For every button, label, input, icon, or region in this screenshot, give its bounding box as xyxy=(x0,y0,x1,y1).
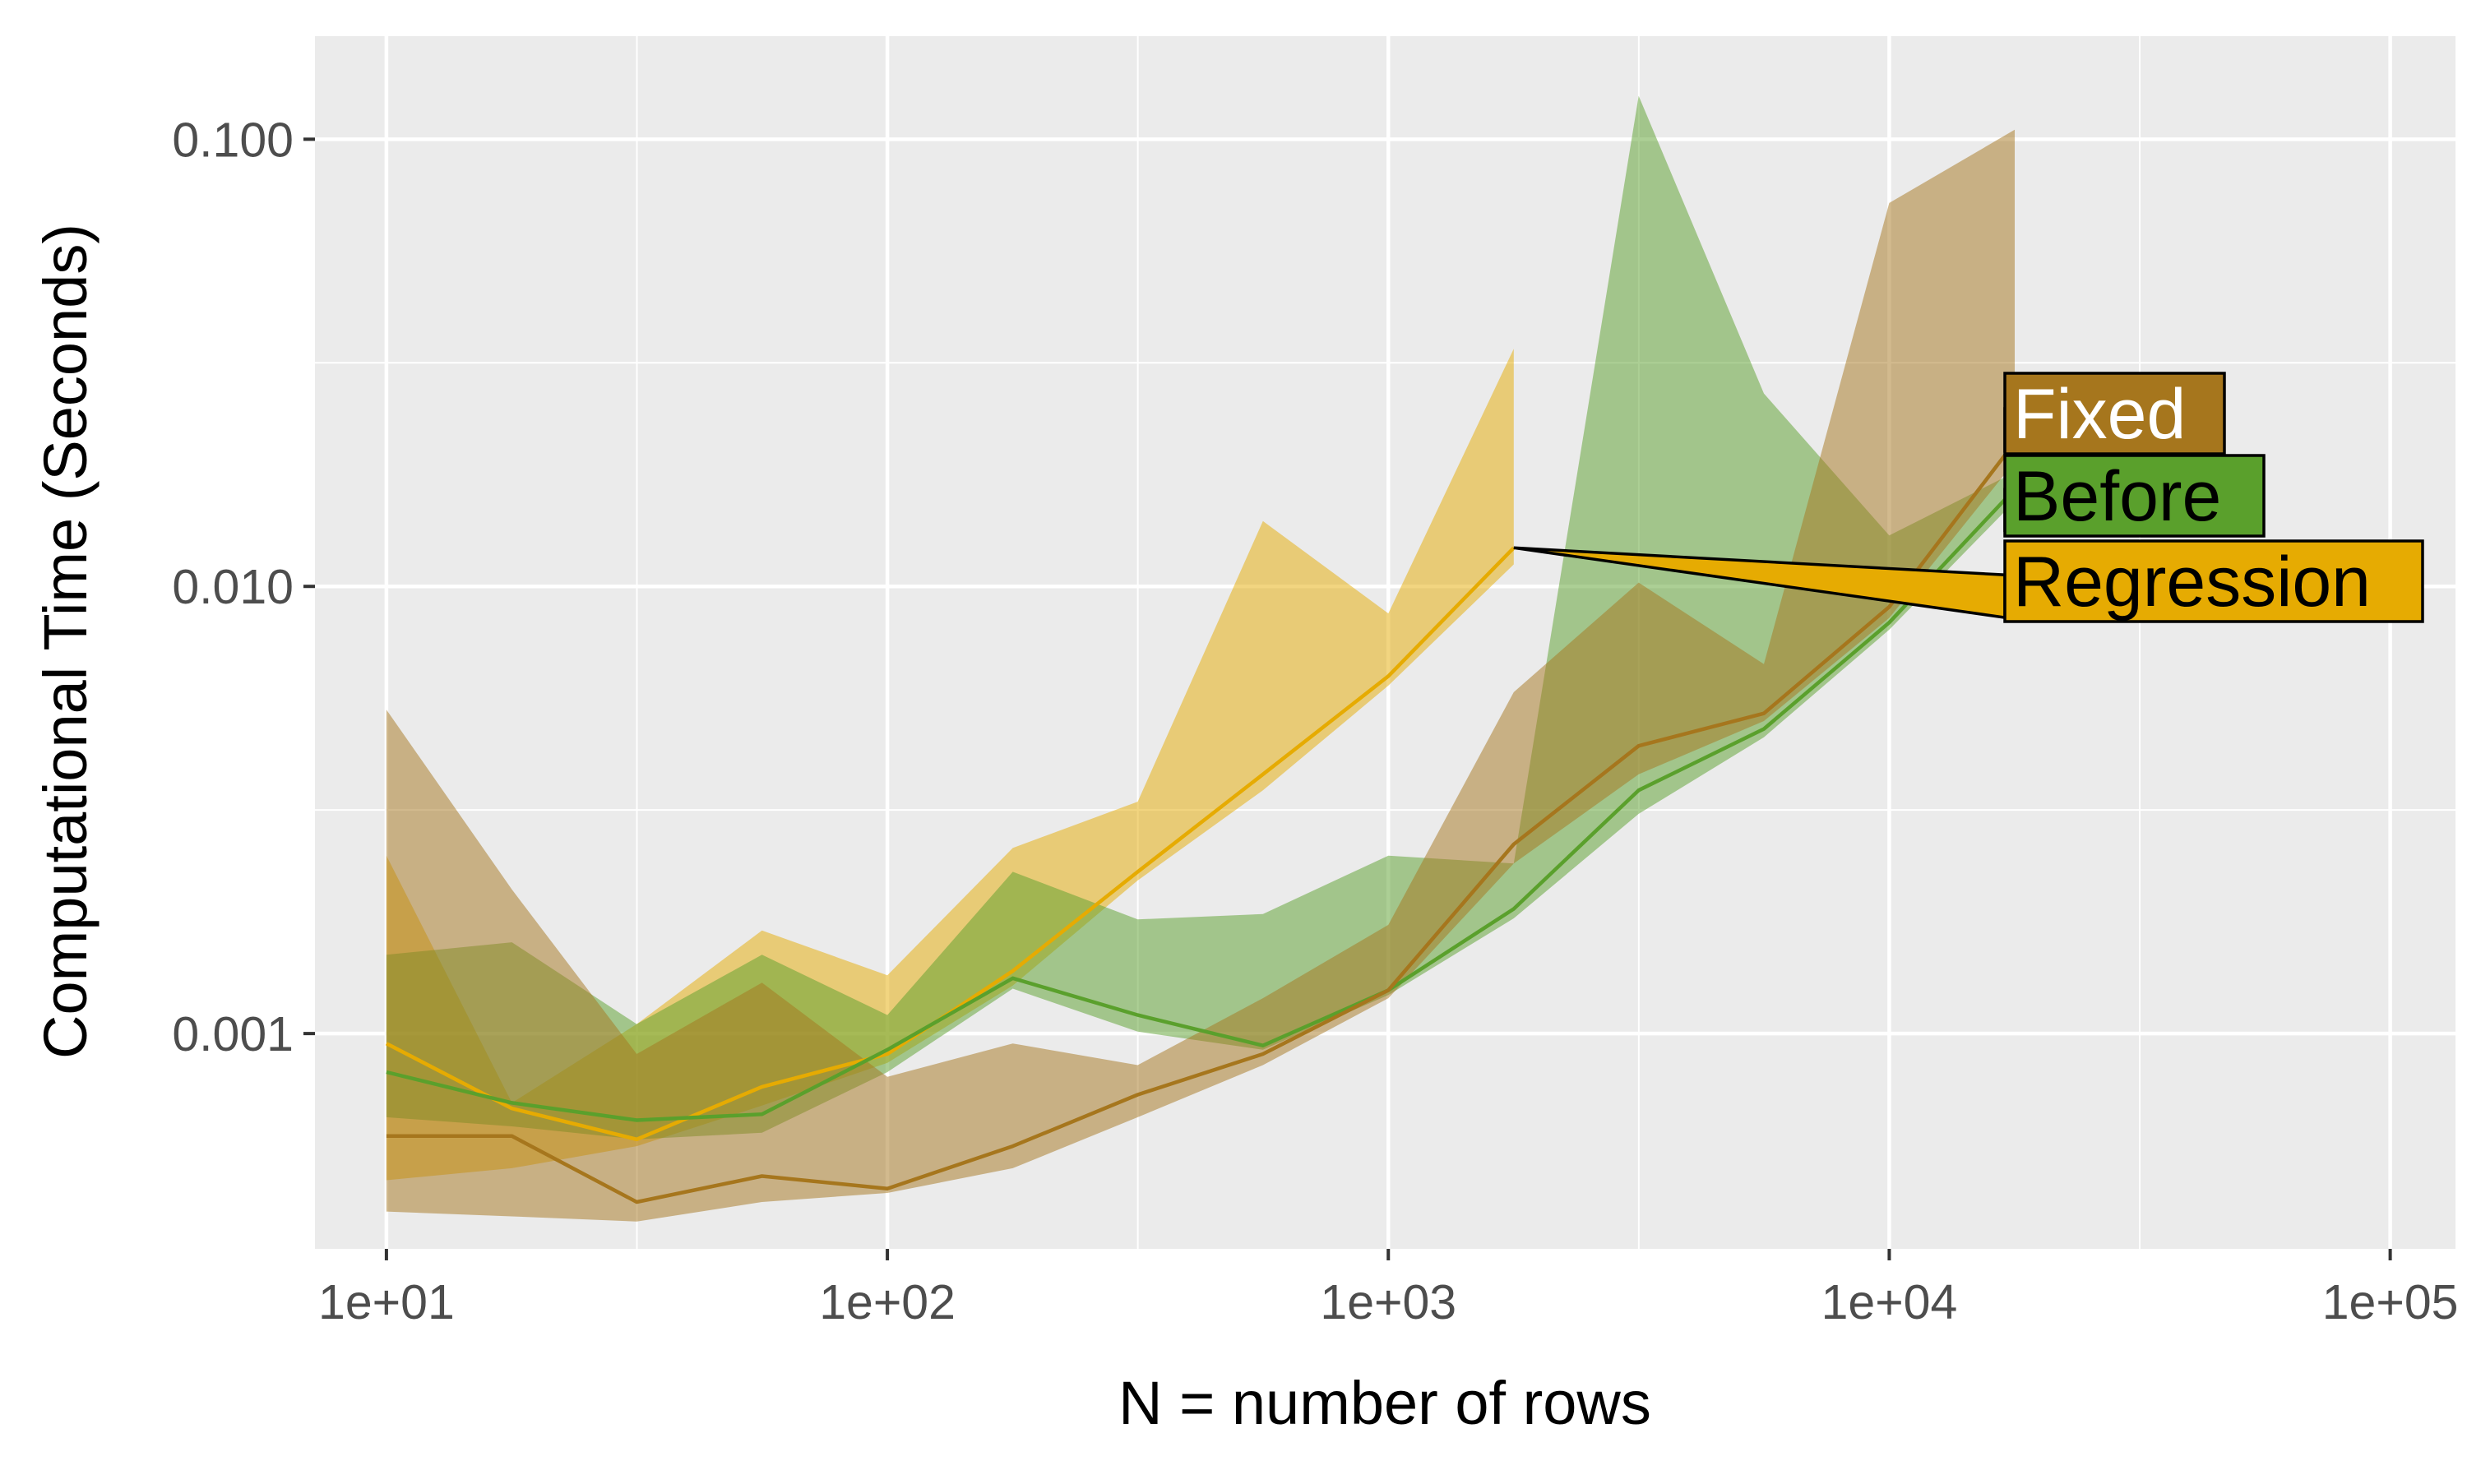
y-tick-label: 0.100 xyxy=(172,113,294,167)
label-box-before xyxy=(2003,454,2266,538)
y-axis: 0.001 0.010 0.100 xyxy=(172,113,315,1061)
x-tick-label: 1e+01 xyxy=(318,1275,455,1329)
median-line-fixed xyxy=(386,441,2016,1204)
x-axis-title: N = number of rows xyxy=(1118,1369,1651,1437)
ribbon-before xyxy=(386,95,2015,1140)
y-axis-title: Computational Time (Seconds) xyxy=(31,224,100,1059)
x-axis: 1e+01 1e+02 1e+03 1e+04 1e+05 xyxy=(318,1249,2458,1329)
ribbon-fixed xyxy=(386,129,2015,1222)
series-label-fixed: Fixed xyxy=(2013,375,2186,454)
x-tick-label: 1e+03 xyxy=(1320,1275,1456,1329)
series-label-regression: Regression xyxy=(2013,543,2371,622)
median-lines xyxy=(385,441,2016,1204)
x-tick-label: 1e+04 xyxy=(1821,1275,1958,1329)
y-tick-label: 0.001 xyxy=(172,1007,294,1061)
label-box-regression xyxy=(2003,539,2424,623)
median-line-before xyxy=(386,488,2016,1122)
series-label-before: Before xyxy=(2013,457,2221,536)
x-tick-label: 1e+05 xyxy=(2322,1275,2459,1329)
y-tick-label: 0.010 xyxy=(172,560,294,614)
label-box-fixed xyxy=(2003,372,2226,455)
x-tick-label: 1e+02 xyxy=(819,1275,956,1329)
